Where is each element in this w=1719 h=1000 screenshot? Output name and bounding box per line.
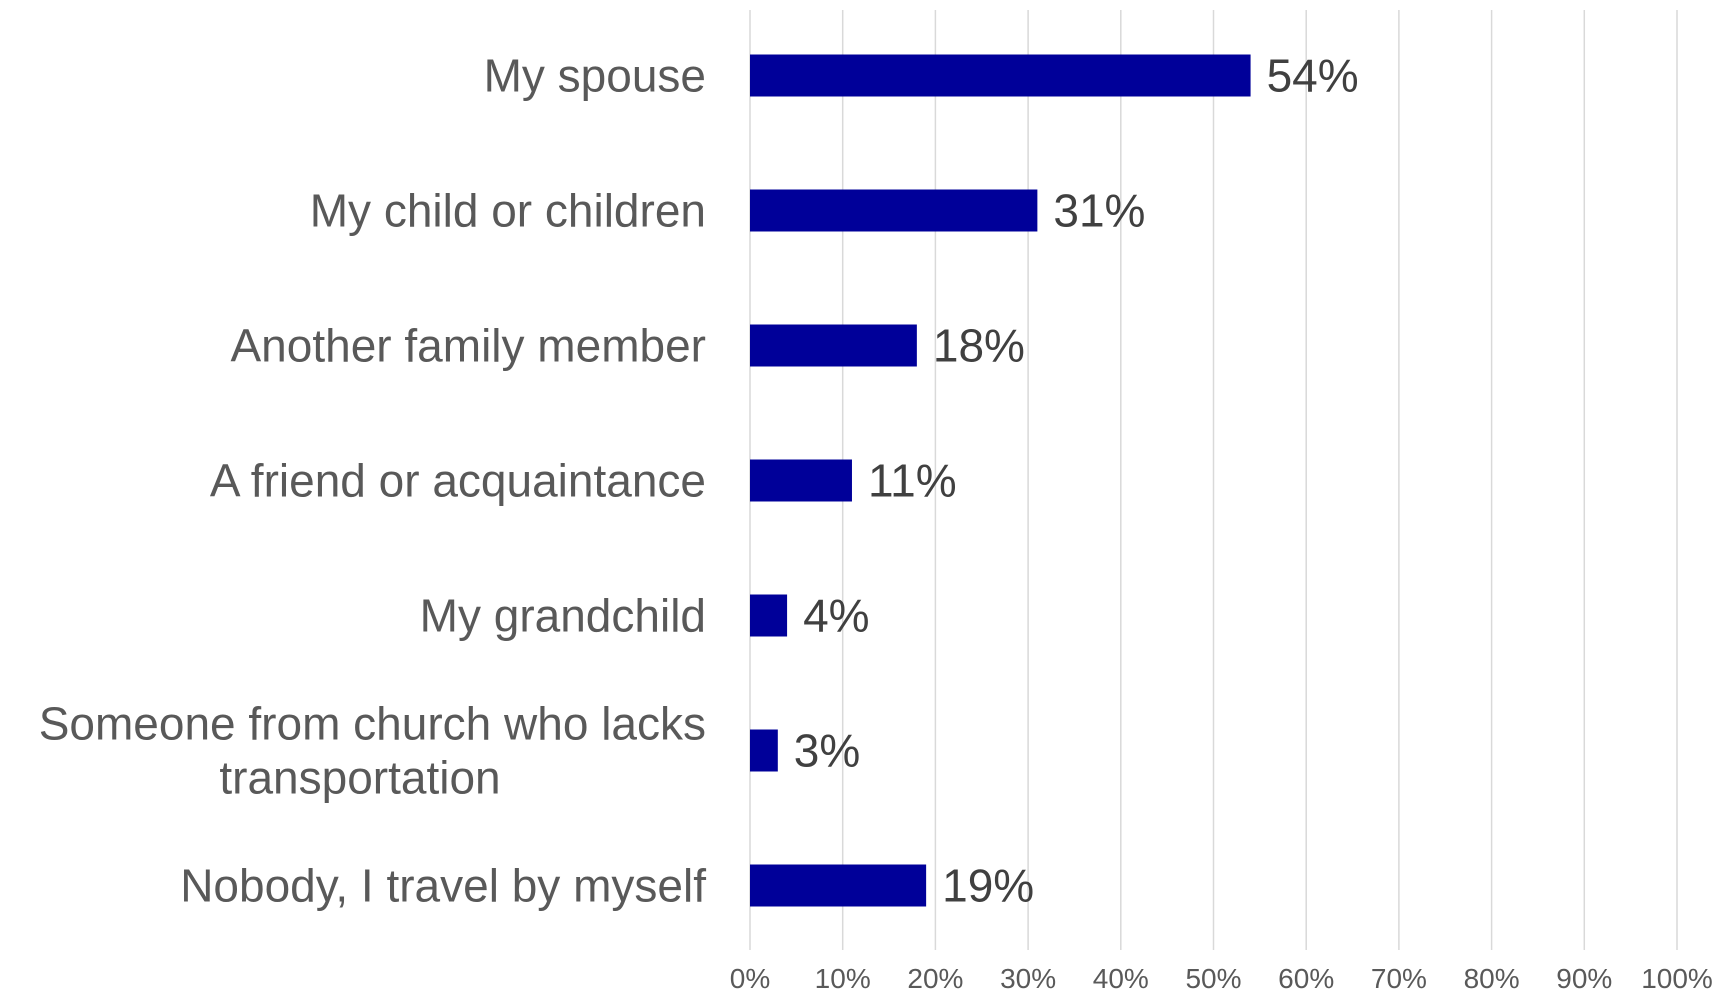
category-label: A friend or acquaintance [210, 455, 706, 507]
data-label: 19% [942, 860, 1034, 912]
data-label: 18% [933, 320, 1025, 372]
category-label: Someone from church who lacks [39, 698, 706, 750]
data-label: 3% [794, 725, 860, 777]
x-tick-label: 30% [1000, 963, 1056, 994]
data-label: 4% [803, 590, 869, 642]
x-axis-ticks: 0% 10% 20% 30% 40% 50% 60% 70% 80% 90% 100% [730, 963, 1713, 994]
category-label: transportation [219, 752, 500, 804]
x-tick-label: 50% [1185, 963, 1241, 994]
data-label: 11% [868, 455, 957, 507]
x-tick-label: 80% [1464, 963, 1520, 994]
bar [750, 459, 852, 502]
x-tick-label: 90% [1556, 963, 1612, 994]
bar [750, 324, 917, 367]
data-label: 31% [1053, 185, 1145, 237]
bar [750, 54, 1251, 97]
bar [750, 594, 788, 637]
category-label: Nobody, I travel by myself [180, 860, 706, 912]
data-label: 54% [1267, 50, 1359, 102]
category-label: My child or children [310, 185, 706, 237]
gridlines [749, 10, 1678, 950]
bar [750, 864, 927, 907]
x-tick-label: 10% [815, 963, 871, 994]
x-tick-label: 60% [1278, 963, 1334, 994]
bars [750, 54, 1251, 907]
category-label: My spouse [484, 50, 706, 102]
data-labels: 54% 31% 18% 11% 4% 3% 19% [794, 50, 1359, 912]
x-tick-label: 0% [730, 963, 770, 994]
x-tick-label: 70% [1371, 963, 1427, 994]
x-tick-label: 20% [907, 963, 963, 994]
category-labels: My spouse My child or children Another fam… [39, 50, 707, 912]
bar [750, 729, 778, 772]
category-label: My grandchild [420, 590, 706, 642]
bar [750, 189, 1038, 232]
x-tick-label: 40% [1093, 963, 1149, 994]
category-label: Another family member [231, 320, 707, 372]
x-tick-label: 100% [1641, 963, 1713, 994]
